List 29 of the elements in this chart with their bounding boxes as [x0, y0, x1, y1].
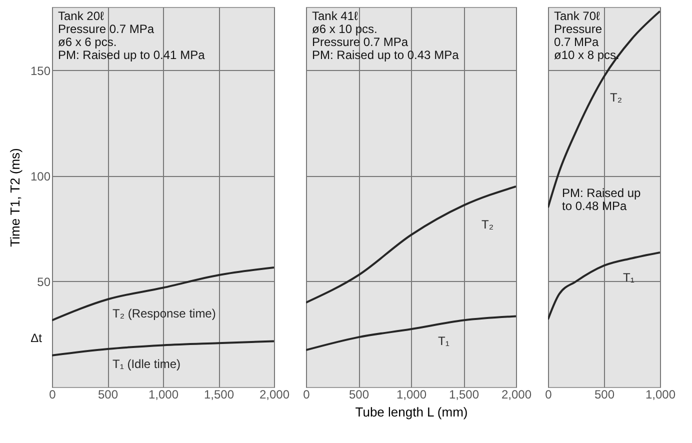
series-label: T₁ [438, 334, 450, 348]
y-tick-label: 100 [30, 169, 51, 184]
x-tick-label: 1,000 [645, 388, 676, 402]
x-tick-label: 0 [545, 388, 552, 402]
x-tick-label: 2,000 [259, 388, 290, 402]
y-tick-label: 50 [37, 274, 51, 289]
x-tick-label: 0 [49, 388, 56, 402]
x-tick-label: 1,000 [148, 388, 179, 402]
y-axis-title: Time T1, T2 (ms) [7, 148, 22, 247]
line-series [52, 340, 274, 356]
series-label: T₁ [623, 270, 634, 285]
series-label: T₂ [482, 217, 494, 232]
x-tick-label: 500 [98, 388, 118, 402]
annotation: PM: Raised up to 0.48 MPa [562, 186, 642, 213]
series-label: T₂ [610, 90, 622, 105]
annotation: Tank 20ℓ Pressure 0.7 MPa ø6 x 6 pcs. PM: Raised up to 0.41 MPa [58, 9, 206, 62]
annotation: Tank 70ℓ Pressure 0.7 MPa ø10 x 8 pcs. [554, 9, 620, 62]
x-tick-label: 0 [303, 388, 310, 402]
x-tick-label: 1,500 [448, 388, 480, 402]
x-axis-title: Tube length L (mm) [355, 404, 468, 420]
x-tick-label: 1,500 [204, 388, 234, 402]
annotation: Tank 41ℓ ø6 x 10 pcs. Pressure 0.7 MPa PM: Raised up to 0.43 MPa [312, 9, 460, 62]
line-series [52, 266, 274, 322]
x-tick-label: 500 [348, 388, 370, 402]
x-tick-label: 1,000 [396, 388, 427, 402]
y-tick-label: 150 [30, 64, 51, 78]
x-tick-label: 500 [594, 388, 615, 402]
text: Δt [30, 331, 43, 345]
x-tick-label: 2,000 [501, 388, 532, 402]
